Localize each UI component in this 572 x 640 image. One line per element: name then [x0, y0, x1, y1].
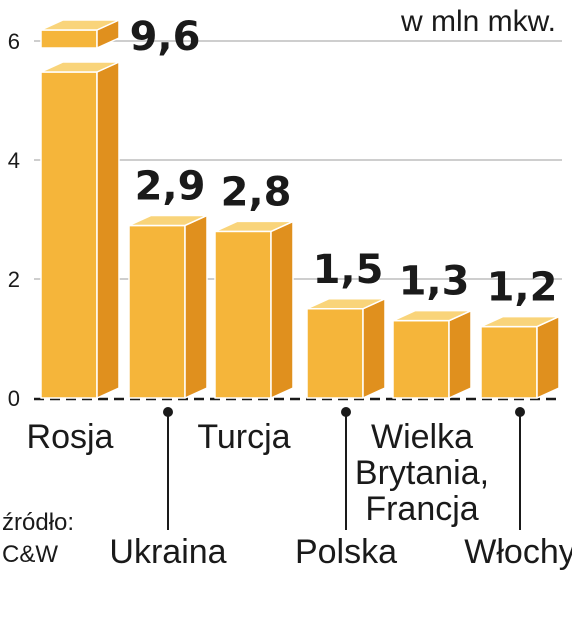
- bar-front: [40, 29, 98, 49]
- bar: [306, 298, 386, 399]
- bars: [40, 19, 560, 399]
- bar-value-label: 2,8: [221, 169, 292, 215]
- bar: [128, 214, 208, 399]
- category-label: Ukraina: [109, 407, 227, 571]
- gridlines: [34, 40, 562, 401]
- bar-top: [214, 220, 294, 233]
- bar-front: [40, 71, 98, 399]
- bar-side: [536, 315, 560, 399]
- category-line: Rosja: [27, 418, 114, 456]
- category-text: Rosja: [27, 418, 114, 456]
- bar-front: [392, 319, 450, 399]
- bar-value-label: 1,3: [399, 259, 470, 305]
- bar-top: [40, 19, 120, 31]
- source-line: C&W: [2, 541, 58, 568]
- bar-side: [362, 298, 386, 399]
- category-line: Francja: [365, 490, 478, 528]
- bar-top: [480, 315, 560, 328]
- bar-side: [448, 309, 472, 399]
- category-line: Brytania,: [355, 454, 489, 492]
- source-line: źródło:: [2, 509, 74, 536]
- y-tick-label: 0: [8, 386, 20, 411]
- y-tick-label: 2: [8, 267, 20, 292]
- category-text: Ukraina: [109, 533, 226, 571]
- category-text: Wielka Brytania, Francja: [355, 418, 489, 528]
- bar-front: [306, 308, 364, 399]
- bar-side: [96, 61, 120, 399]
- bar-side: [270, 220, 294, 399]
- bar-front: [214, 230, 272, 399]
- bar: [480, 315, 560, 399]
- category-line: Wielka: [371, 418, 473, 456]
- category-text: Włochy: [464, 533, 572, 571]
- category-label: Włochy: [464, 407, 572, 571]
- source-label: źródło: C&W: [2, 509, 81, 568]
- bar-value-label: 1,5: [313, 247, 384, 293]
- bar-top: [128, 214, 208, 227]
- bar-value-label: 2,9: [135, 163, 206, 209]
- y-tick-label: 4: [8, 148, 20, 173]
- y-axis-ticks: 0 2 4 6: [8, 29, 20, 411]
- bar: [392, 309, 472, 399]
- category-text: Polska: [295, 533, 397, 571]
- category-label: Polska: [295, 407, 397, 571]
- category-label: Rosja: [27, 418, 114, 456]
- bar-top: [40, 61, 120, 73]
- y-tick-label: 6: [8, 29, 20, 54]
- category-text: Turcja: [197, 418, 290, 456]
- bar-value-label: 1,2: [487, 265, 558, 311]
- category-line: Turcja: [197, 418, 290, 456]
- bar-top: [306, 298, 386, 310]
- unit-label: w mln mkw.: [400, 5, 556, 38]
- bar: [214, 220, 294, 399]
- category-label: Wielka Brytania, Francja: [355, 418, 489, 528]
- category-label: Turcja: [197, 418, 290, 456]
- category-labels: 9,6 2,9 2,8 1,5 1,3 1,2 Rosja Ukraina Turcja Pols…: [27, 14, 572, 571]
- bar-front: [128, 224, 186, 399]
- bar-front: [480, 325, 538, 399]
- bar: [40, 19, 120, 399]
- bar-top: [392, 309, 472, 322]
- bar-side: [184, 214, 208, 399]
- bar-value-label: 9,6: [130, 14, 201, 60]
